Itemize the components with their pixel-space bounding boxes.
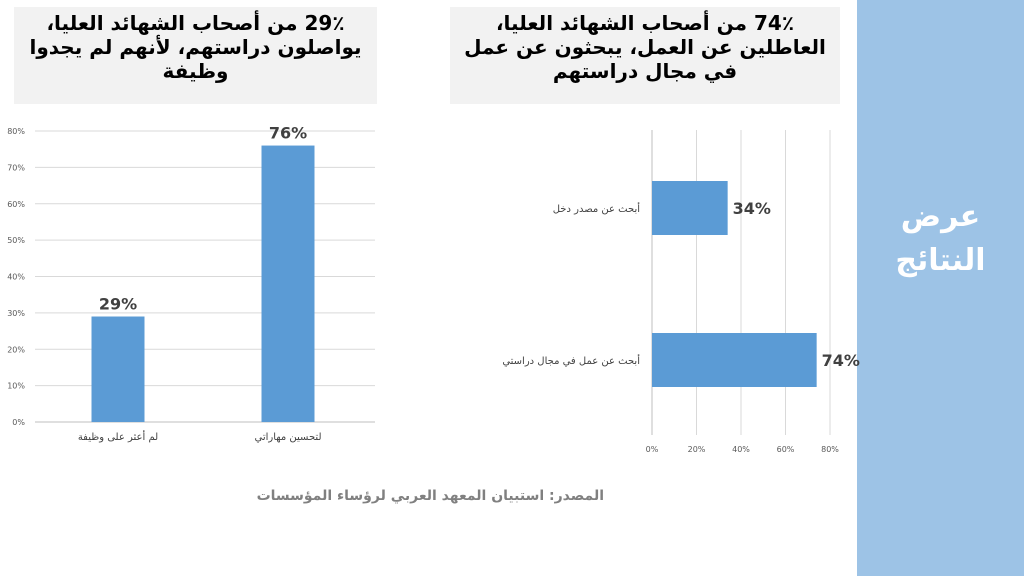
y-tick-label: 50% xyxy=(7,236,25,245)
y-tick-label: 0% xyxy=(12,418,25,427)
x-tick-label: 20% xyxy=(688,445,706,454)
data-label: 34% xyxy=(733,199,771,218)
category-label: أبحث عن عمل في مجال دراستي xyxy=(502,354,640,367)
x-tick-label: 60% xyxy=(777,445,795,454)
data-label: 76% xyxy=(269,124,307,143)
source-note: المصدر: استبيان المعهد العربي لرؤساء الم… xyxy=(256,488,604,504)
left-chart-title: 29٪ من أصحاب الشهائد العليا، يواصلون درا… xyxy=(14,7,377,104)
x-tick-label: 80% xyxy=(821,445,839,454)
slide-section-title: عرض النتائج xyxy=(895,199,986,278)
y-tick-label: 40% xyxy=(7,273,25,282)
category-label: لتحسين مهاراتي xyxy=(255,432,322,443)
x-tick-label: 0% xyxy=(646,445,659,454)
bar xyxy=(91,316,145,422)
y-tick-label: 80% xyxy=(7,127,25,136)
vertical-bar-chart: 0% 10% 20% 30% 40% 50% 60% 70% 80% 29% لم أعثر على… xyxy=(7,124,375,443)
y-tick-label: 20% xyxy=(7,345,25,354)
right-chart-title: 74٪ من أصحاب الشهائد العليا، العاطلين عن… xyxy=(450,7,840,104)
y-tick-label: 60% xyxy=(7,200,25,209)
horizontal-bar-chart: 0% 20% 40% 60% 80% 34% أبحث عن مصدر دخل 74% أبحث… xyxy=(502,130,860,454)
sidebar-panel xyxy=(857,0,1024,576)
category-label: لم أعثر على وظيفة xyxy=(78,430,158,443)
x-tick-label: 40% xyxy=(732,445,750,454)
y-tick-label: 10% xyxy=(7,382,25,391)
data-label: 74% xyxy=(822,351,860,370)
y-tick-label: 70% xyxy=(7,163,25,172)
bar xyxy=(261,145,315,423)
data-label: 29% xyxy=(99,295,137,314)
bar xyxy=(652,333,817,387)
bar xyxy=(652,181,728,235)
y-tick-label: 30% xyxy=(7,309,25,318)
category-label: أبحث عن مصدر دخل xyxy=(553,202,640,215)
